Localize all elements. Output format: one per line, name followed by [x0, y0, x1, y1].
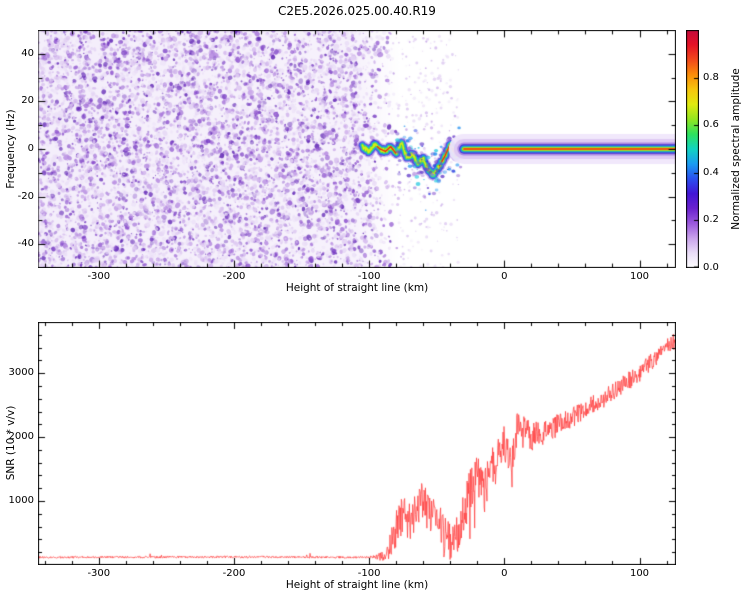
colorbar: [686, 30, 699, 268]
colorbar-tick-label: 0.6: [703, 119, 719, 131]
spectrogram-x-tick-label: -200: [222, 271, 246, 282]
spectrogram-y-tick-label: -20: [17, 190, 34, 202]
snr-x-tick-label: -100: [357, 568, 381, 579]
spectrogram-x-axis-label: Height of straight line (km): [285, 282, 429, 294]
snr-y-tick-label: 1000: [8, 495, 34, 507]
snr-x-tick-label: 100: [629, 568, 650, 579]
spectrogram-y-tick-label: 0: [27, 143, 34, 154]
snr-x-tick-label: 0: [501, 568, 508, 579]
snr-x-tick-label: -200: [222, 568, 246, 579]
colorbar-tick-label: 0.4: [703, 166, 719, 178]
colorbar-tick-label: 0.2: [703, 214, 719, 226]
snr-y-tick-label: 3000: [8, 367, 34, 379]
spectrogram-plot: [38, 30, 676, 268]
spectrogram-x-tick-label: 100: [629, 271, 650, 282]
spectrogram-y-tick-label: 40: [21, 47, 34, 59]
colorbar-label: Normalized spectral amplitude: [730, 68, 742, 230]
colorbar-tick-label: 0.0: [703, 262, 719, 273]
plot-title: C2E5.2026.025.00.40.R19: [278, 4, 436, 18]
colorbar-tick-label: 0.8: [703, 71, 719, 83]
spectrogram-y-tick-label: 20: [21, 95, 34, 107]
spectrogram-x-tick-label: -100: [357, 271, 381, 282]
spectrogram-x-tick-label: 0: [501, 271, 508, 282]
snr-y-tick-label: 2000: [8, 431, 34, 443]
snr-x-tick-label: -300: [87, 568, 111, 579]
spectrogram-y-tick-label: -40: [17, 238, 34, 250]
snr-x-axis-label: Height of straight line (km): [285, 579, 429, 591]
spectrogram-x-tick-label: -300: [87, 271, 111, 282]
snr-plot: [38, 322, 676, 565]
